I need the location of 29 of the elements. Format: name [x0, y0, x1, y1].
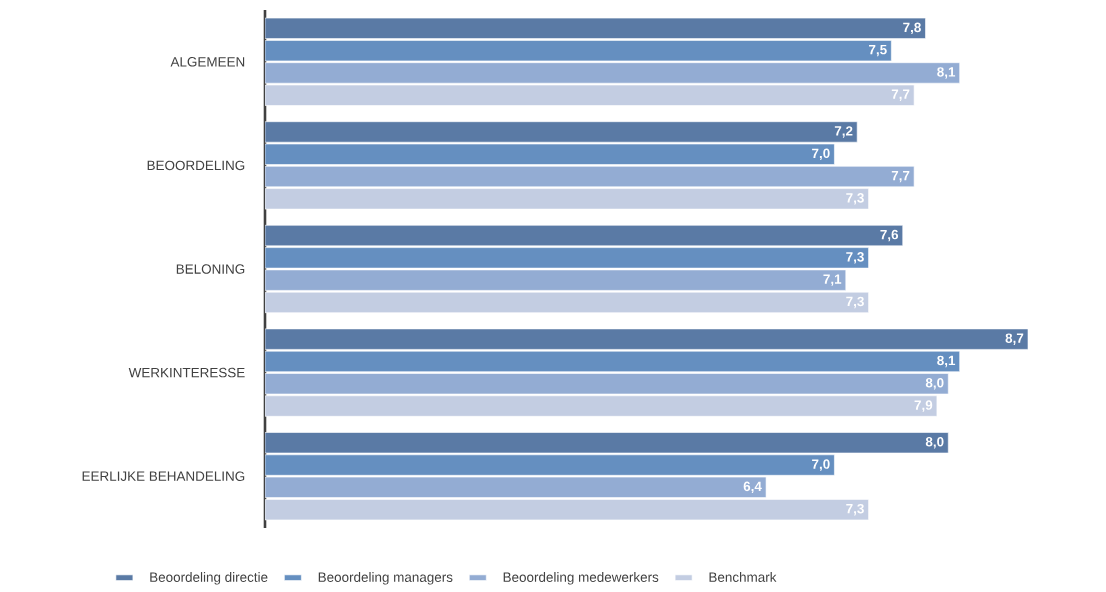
data-label: 7,5	[869, 44, 887, 57]
data-label: 7,2	[834, 126, 853, 138]
data-label: 8,1	[937, 67, 956, 79]
data-label: 7,8	[903, 22, 921, 35]
data-label: 7,3	[846, 193, 864, 205]
data-label: 8,0	[925, 378, 944, 390]
legend-label: Beoordeling directie	[150, 572, 268, 585]
y-tick-label: ALGEMEEN	[170, 57, 245, 67]
data-label: 8,7	[1005, 333, 1024, 345]
data-label: 7,6	[880, 229, 899, 242]
data-label: 7,3	[846, 252, 864, 264]
y-tick-label: BEOORDELING	[147, 160, 245, 171]
data-label: 7,3	[846, 503, 864, 516]
legend-label: Beoordeling managers	[318, 572, 453, 585]
data-label: 7,7	[891, 170, 910, 183]
legend-label: Benchmark	[709, 572, 777, 582]
data-label: 8,0	[925, 437, 944, 449]
y-tick-label: BELONING	[176, 264, 245, 274]
data-label: 7,0	[812, 148, 830, 160]
data-label: 6,4	[743, 481, 762, 494]
data-label: 7,7	[891, 89, 910, 101]
data-label: 7,3	[846, 296, 864, 309]
y-tick-label: EERLIJKE BEHANDELING	[82, 471, 245, 481]
data-label: 8,1	[937, 355, 956, 368]
data-label: 7,9	[914, 400, 933, 412]
legend-label: Beoordeling medewerkers	[503, 572, 659, 585]
data-label: 7,0	[812, 459, 830, 471]
y-tick-label: WERKINTERESSE	[128, 367, 245, 378]
data-label: 7,1	[823, 274, 842, 286]
